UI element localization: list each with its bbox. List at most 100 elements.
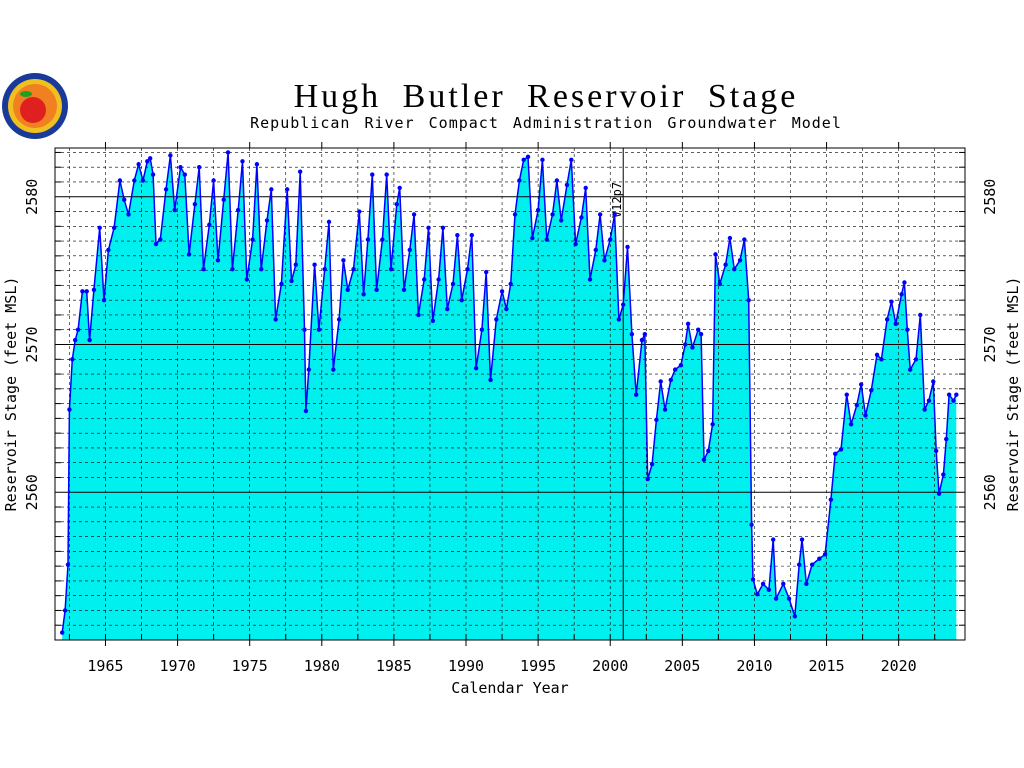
point	[192, 201, 198, 207]
x-tick-label: 2020	[881, 657, 917, 675]
point	[554, 178, 560, 183]
point	[316, 327, 322, 332]
point	[579, 215, 584, 220]
point	[770, 537, 776, 542]
point	[701, 457, 707, 462]
point	[106, 247, 111, 253]
point	[401, 287, 407, 293]
point	[569, 157, 574, 163]
point	[70, 357, 75, 362]
point	[91, 287, 97, 293]
point	[469, 232, 474, 238]
point	[302, 327, 307, 332]
point	[742, 237, 747, 242]
point	[616, 317, 622, 322]
point	[766, 587, 772, 592]
point	[479, 327, 485, 332]
x-tick-label: 1990	[448, 657, 484, 675]
point	[499, 289, 505, 294]
point	[473, 365, 479, 371]
point	[259, 266, 264, 272]
point	[459, 297, 464, 303]
point	[426, 225, 431, 230]
point	[80, 289, 85, 294]
point	[488, 377, 493, 383]
point	[341, 258, 346, 263]
point	[936, 491, 942, 496]
point	[178, 165, 183, 170]
point	[786, 596, 792, 601]
point	[117, 178, 123, 183]
point	[713, 252, 718, 257]
point	[494, 317, 499, 322]
x-tick-label: 1985	[376, 657, 412, 675]
point	[440, 225, 446, 230]
point	[809, 562, 815, 567]
point	[455, 232, 460, 238]
point	[508, 281, 513, 287]
x-tick-label: 1995	[520, 657, 556, 675]
point	[136, 162, 141, 167]
point	[374, 287, 379, 293]
point	[84, 289, 89, 294]
point	[621, 302, 626, 307]
point	[781, 581, 786, 587]
chart-subtitle: Republican River Compact Administration …	[250, 114, 842, 132]
point	[874, 352, 880, 358]
point	[521, 157, 526, 163]
point	[944, 436, 949, 442]
point	[817, 556, 822, 561]
point	[530, 235, 535, 241]
point	[384, 172, 389, 177]
point	[822, 552, 828, 557]
point	[678, 362, 684, 368]
point	[436, 277, 441, 282]
point	[306, 367, 312, 372]
point	[608, 237, 613, 242]
point	[87, 337, 92, 343]
point	[221, 197, 226, 202]
point	[450, 281, 456, 287]
point	[297, 169, 303, 174]
point	[168, 153, 173, 158]
point	[60, 630, 65, 635]
point	[370, 172, 375, 177]
point	[62, 608, 68, 613]
point	[879, 357, 884, 362]
point	[421, 277, 427, 282]
point	[941, 472, 946, 477]
point	[397, 185, 402, 191]
point	[186, 252, 192, 257]
point	[654, 417, 659, 423]
point	[902, 280, 907, 285]
point	[225, 150, 231, 155]
point	[540, 157, 545, 163]
chart-title: Hugh Butler Reservoir Stage	[294, 78, 799, 115]
point	[351, 266, 356, 272]
annotation-label: V12p7	[610, 182, 624, 218]
point	[153, 241, 159, 247]
point	[933, 448, 939, 454]
point	[905, 327, 910, 332]
x-tick-label: 1965	[87, 657, 123, 675]
point	[544, 237, 549, 242]
point	[250, 237, 255, 242]
area	[62, 152, 957, 640]
point	[416, 312, 421, 318]
point	[67, 407, 72, 412]
point	[602, 258, 607, 263]
point	[147, 156, 153, 161]
point	[658, 379, 663, 384]
point	[710, 422, 715, 427]
point	[322, 266, 327, 272]
point	[65, 562, 71, 567]
point	[293, 262, 299, 267]
point	[279, 281, 284, 287]
x-tick-label: 1970	[160, 657, 196, 675]
point	[326, 219, 332, 225]
point	[828, 497, 834, 502]
point	[517, 178, 522, 183]
point	[407, 247, 412, 253]
y-axis-label-right: Reservoir Stage (feet MSL)	[1004, 277, 1022, 512]
